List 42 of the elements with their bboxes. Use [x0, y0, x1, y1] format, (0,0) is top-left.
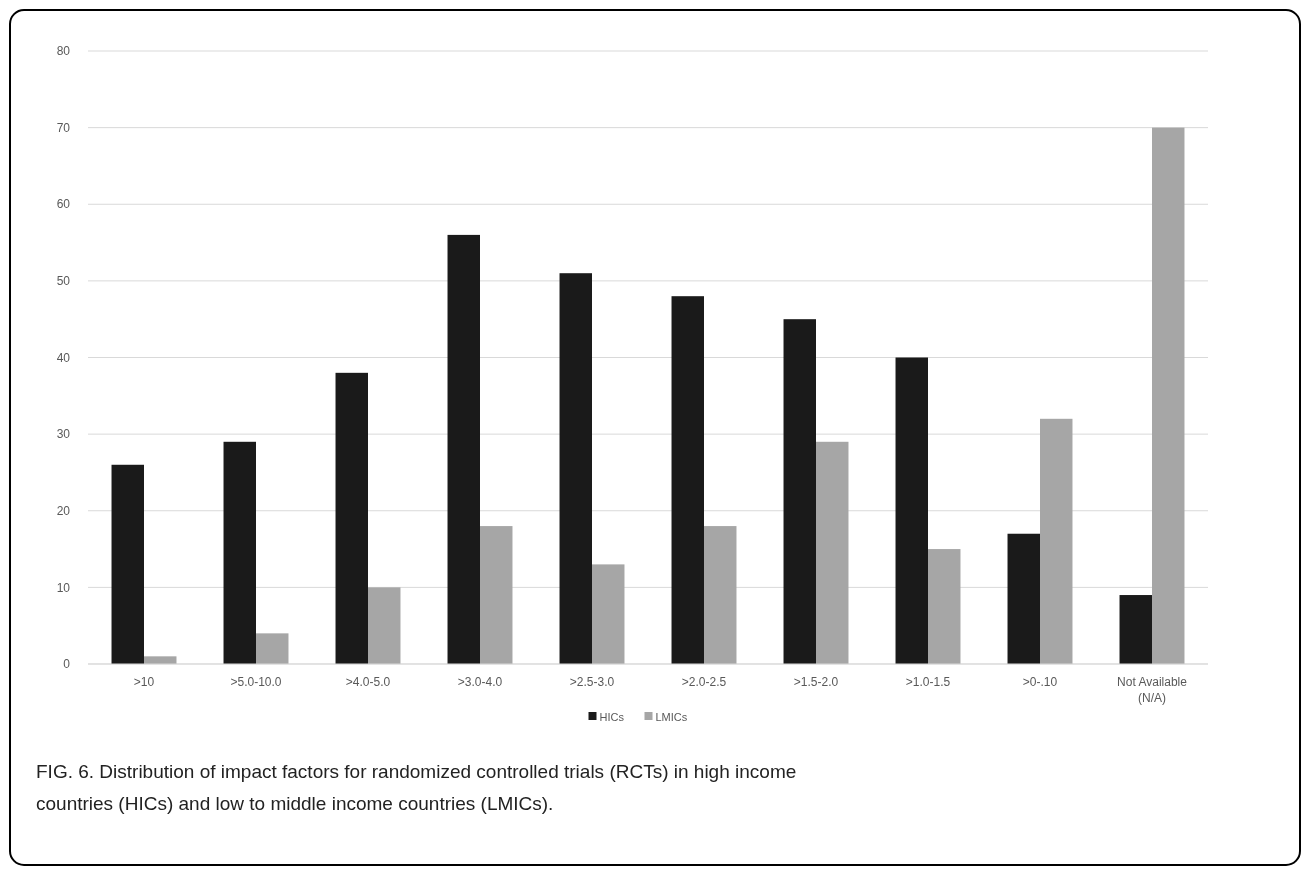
bar	[447, 234, 480, 664]
y-tick-label: 70	[56, 120, 71, 135]
legend-label: HICs	[599, 711, 625, 723]
y-tick-label: 10	[56, 580, 71, 595]
bar	[1119, 595, 1152, 664]
bar	[559, 273, 592, 664]
bar	[1007, 533, 1040, 664]
bar	[704, 526, 737, 664]
x-tick-label: >10	[133, 675, 155, 689]
bar	[816, 441, 849, 664]
x-tick-label: >2.0-2.5	[681, 675, 727, 689]
bar	[335, 372, 368, 664]
x-tick-label: >5.0-10.0	[230, 675, 282, 689]
bar	[783, 319, 816, 664]
y-tick-label: 40	[56, 350, 71, 365]
y-tick-label: 0	[63, 657, 71, 672]
bar	[256, 633, 289, 664]
bar	[111, 464, 144, 664]
y-tick-label: 20	[56, 503, 71, 518]
caption: FIG. 6. Distribution of impact factors for randomized controlled trials (RCTs) in high income countries (HICs) and low to middle income countries (LMICs).	[36, 761, 797, 814]
y-tick-label: 80	[56, 44, 71, 59]
y-tick-label: 30	[56, 427, 71, 442]
bar	[1040, 418, 1073, 664]
bar	[895, 357, 928, 664]
bar	[223, 441, 256, 664]
x-tick-label: >1.0-1.5	[905, 675, 951, 689]
bar	[480, 526, 513, 664]
bar	[368, 587, 401, 664]
bar	[144, 656, 177, 664]
bar	[671, 296, 704, 664]
x-tick-label: >0-.10	[1022, 675, 1058, 689]
x-tick-label: >3.0-4.0	[457, 675, 503, 689]
legend-label: LMICs	[655, 711, 688, 723]
bar	[592, 564, 625, 664]
y-tick-label: 50	[56, 274, 71, 289]
y-tick-label: 60	[56, 197, 71, 212]
bar	[1152, 127, 1185, 664]
x-tick-label: >2.5-3.0	[569, 675, 615, 689]
x-tick-label: >1.5-2.0	[793, 675, 839, 689]
x-tick-label: Not Available (N/A)	[1117, 675, 1188, 705]
bar	[928, 549, 961, 664]
x-tick-label: >4.0-5.0	[345, 675, 391, 689]
